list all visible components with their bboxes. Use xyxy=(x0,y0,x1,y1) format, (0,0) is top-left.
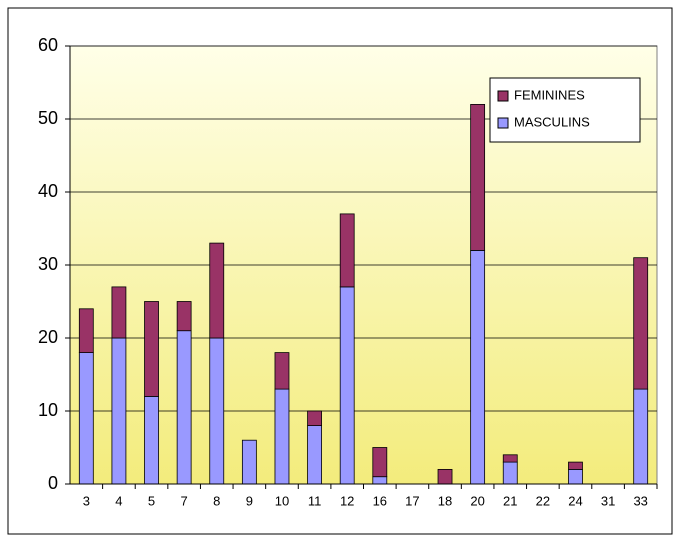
bar-segment xyxy=(568,468,583,485)
bar-segment xyxy=(144,395,159,485)
x-tick-label: 10 xyxy=(275,493,289,508)
bar-segment xyxy=(111,337,127,485)
x-tick-label: 24 xyxy=(568,493,582,508)
x-tick-label: 22 xyxy=(536,493,550,508)
bar-segment xyxy=(633,257,649,390)
x-tick-label: 17 xyxy=(405,493,419,508)
bar-segment xyxy=(372,447,388,478)
x-tick-label: 33 xyxy=(633,493,647,508)
x-tick-label: 4 xyxy=(115,493,122,508)
bar-segment xyxy=(209,242,225,339)
bar-segment xyxy=(209,337,225,485)
x-tick-label: 20 xyxy=(470,493,484,508)
bar-segment xyxy=(78,308,94,353)
y-tick-label: 10 xyxy=(38,400,58,420)
bar-segment xyxy=(437,468,453,485)
bar-segment xyxy=(144,301,159,397)
x-tick-label: 9 xyxy=(246,493,253,508)
bar-segment xyxy=(274,352,290,390)
bar-segment xyxy=(568,461,583,470)
x-tick-label: 5 xyxy=(148,493,155,508)
bar-segment xyxy=(176,330,192,485)
x-tick-label: 12 xyxy=(340,493,354,508)
legend-label: FEMININES xyxy=(514,87,585,102)
bar-segment xyxy=(372,476,388,485)
bar-segment xyxy=(307,425,322,485)
bar-segment xyxy=(241,439,257,485)
x-tick-label: 16 xyxy=(373,493,387,508)
bar-segment xyxy=(111,286,127,339)
bar-segment xyxy=(470,104,486,251)
legend-box xyxy=(489,77,641,143)
x-tick-label: 21 xyxy=(503,493,517,508)
y-tick-label: 0 xyxy=(48,473,58,493)
y-tick-label: 40 xyxy=(38,181,58,201)
bar-segment xyxy=(78,352,94,485)
bar-segment xyxy=(470,249,486,485)
x-tick-label: 11 xyxy=(308,493,322,508)
y-tick-label: 50 xyxy=(38,108,58,128)
bar-segment xyxy=(274,388,290,485)
legend-label: MASCULINS xyxy=(514,114,590,129)
bar-segment xyxy=(339,286,355,485)
y-tick-label: 60 xyxy=(38,35,58,55)
x-tick-label: 18 xyxy=(438,493,452,508)
x-tick-label: 8 xyxy=(213,493,220,508)
bar-segment xyxy=(502,461,518,485)
legend-swatch xyxy=(497,117,509,129)
y-tick-label: 30 xyxy=(38,254,58,274)
legend-swatch xyxy=(497,90,509,102)
bar-segment xyxy=(176,301,192,332)
bar-segment xyxy=(307,410,322,427)
y-tick-label: 20 xyxy=(38,327,58,347)
x-tick-label: 31 xyxy=(601,493,615,508)
bar-segment xyxy=(339,213,355,288)
bar-segment xyxy=(502,454,518,463)
bar-segment xyxy=(633,388,649,485)
x-tick-label: 3 xyxy=(83,493,90,508)
x-tick-label: 7 xyxy=(181,493,188,508)
